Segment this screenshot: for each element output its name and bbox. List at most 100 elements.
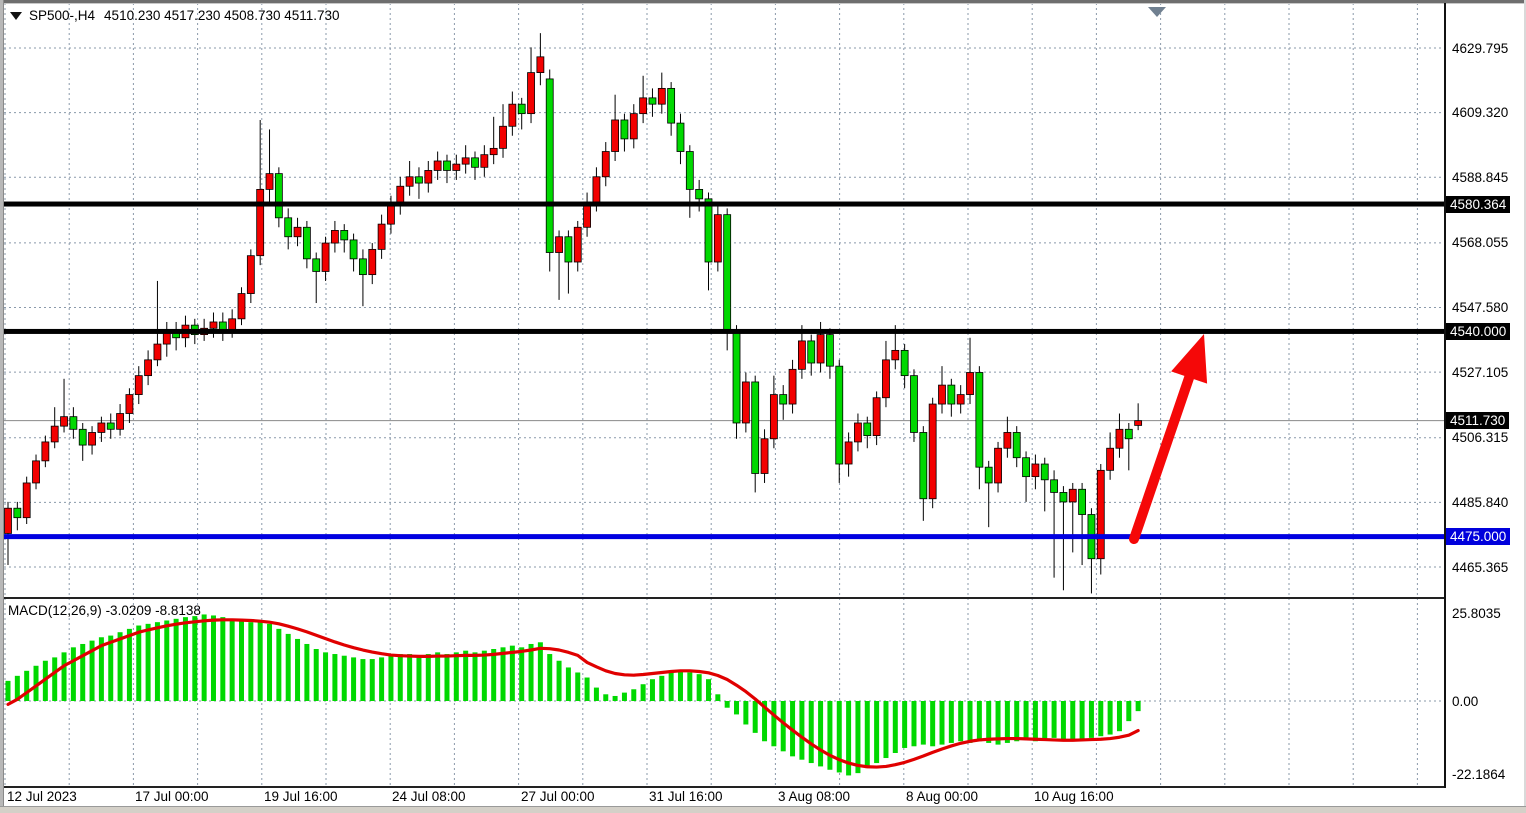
window-top-border bbox=[0, 0, 1526, 4]
candle bbox=[321, 242, 330, 272]
candle bbox=[265, 173, 274, 190]
candle bbox=[928, 403, 937, 500]
candle bbox=[713, 214, 722, 263]
candle bbox=[368, 248, 377, 276]
macd-histogram-bar bbox=[565, 667, 571, 701]
chart-shift-marker-icon[interactable] bbox=[1148, 7, 1166, 17]
candle bbox=[13, 507, 22, 519]
candle bbox=[274, 173, 283, 219]
candle bbox=[695, 188, 704, 200]
macd-histogram-bar bbox=[33, 665, 39, 701]
candle bbox=[284, 217, 293, 238]
macd-histogram-bar bbox=[519, 647, 525, 701]
macd-histogram-bar bbox=[846, 701, 852, 776]
candle bbox=[956, 394, 965, 405]
candle bbox=[1059, 492, 1068, 503]
macd-histogram-bar bbox=[24, 670, 30, 701]
candle bbox=[741, 381, 750, 424]
candle bbox=[415, 176, 423, 184]
candle bbox=[536, 56, 545, 74]
macd-histogram-bar bbox=[323, 652, 329, 701]
candle bbox=[134, 375, 143, 395]
price-tick-label: 4609.320 bbox=[1452, 105, 1509, 121]
candle bbox=[648, 97, 657, 105]
candle bbox=[798, 340, 806, 370]
price-tick-label: 4485.840 bbox=[1452, 494, 1509, 510]
candle bbox=[863, 422, 872, 437]
macd-histogram-bar bbox=[902, 701, 908, 748]
panel-divider bbox=[4, 597, 1445, 599]
candle bbox=[433, 160, 442, 171]
status-strip bbox=[0, 806, 1526, 813]
candle bbox=[377, 223, 386, 250]
time-tick-label: 24 Jul 08:00 bbox=[392, 789, 466, 804]
candle bbox=[910, 375, 918, 433]
price-tick-label: 4527.105 bbox=[1452, 364, 1509, 380]
candle bbox=[387, 204, 395, 225]
macd-values: -3.0209 -8.8138 bbox=[105, 603, 201, 618]
candle bbox=[779, 394, 788, 405]
time-tick-label: 17 Jul 00:00 bbox=[135, 789, 209, 804]
macd-histogram-bar bbox=[1004, 701, 1010, 743]
candle bbox=[1134, 420, 1143, 426]
candle bbox=[359, 258, 367, 276]
price-level-tag: 4580.364 bbox=[1446, 195, 1511, 213]
candle bbox=[471, 157, 479, 168]
macd-histogram-bar bbox=[621, 692, 627, 701]
macd-indicator-label: MACD(12,26,9) -3.0209 -8.8138 bbox=[8, 603, 201, 618]
candle bbox=[499, 125, 507, 149]
candle bbox=[1040, 463, 1049, 481]
macd-histogram-bar bbox=[173, 618, 179, 701]
candle bbox=[1106, 447, 1115, 471]
candle bbox=[919, 432, 928, 500]
macd-histogram-bar bbox=[547, 654, 553, 701]
macd-histogram-bar bbox=[1116, 701, 1122, 732]
trend-arrow-head[interactable] bbox=[1171, 334, 1208, 384]
macd-histogram-bar bbox=[416, 655, 422, 701]
candle bbox=[769, 394, 778, 440]
candle bbox=[1115, 428, 1124, 449]
axis-background bbox=[1446, 3, 1526, 813]
macd-histogram-bar bbox=[509, 645, 515, 701]
candle bbox=[1012, 432, 1021, 459]
macd-histogram-bar bbox=[1023, 701, 1029, 740]
macd-histogram-bar bbox=[369, 659, 375, 701]
candle bbox=[984, 466, 993, 484]
candle bbox=[452, 163, 461, 171]
resistance-line[interactable] bbox=[4, 201, 1444, 207]
candle bbox=[489, 147, 498, 156]
candle bbox=[22, 482, 31, 519]
trend-arrow-shaft[interactable] bbox=[1129, 366, 1197, 544]
candle bbox=[517, 103, 526, 115]
candle bbox=[639, 97, 648, 115]
candle bbox=[816, 334, 825, 364]
macd-histogram-bar bbox=[295, 638, 301, 701]
support-line[interactable] bbox=[4, 534, 1444, 540]
price-tick-label: 4588.845 bbox=[1452, 169, 1509, 185]
time-tick-label: 3 Aug 08:00 bbox=[778, 789, 851, 804]
candle bbox=[620, 119, 629, 140]
price-tick-label: 4506.315 bbox=[1452, 430, 1509, 446]
macd-histogram-bar bbox=[874, 701, 880, 764]
candle bbox=[443, 160, 451, 171]
candle bbox=[723, 214, 732, 332]
macd-histogram-bar bbox=[836, 701, 842, 773]
macd-histogram-bar bbox=[1042, 701, 1048, 740]
macd-histogram-bar bbox=[164, 620, 170, 701]
macd-histogram-bar bbox=[1135, 701, 1141, 712]
candle bbox=[807, 340, 816, 364]
macd-histogram-bar bbox=[780, 701, 786, 752]
candle bbox=[891, 349, 900, 361]
macd-histogram-bar bbox=[939, 701, 945, 745]
macd-histogram-bar bbox=[734, 701, 740, 715]
candle bbox=[32, 460, 40, 484]
candle bbox=[657, 87, 666, 105]
candle bbox=[153, 343, 162, 361]
resistance-line[interactable] bbox=[4, 328, 1444, 334]
macd-histogram-bar bbox=[397, 654, 403, 701]
macd-histogram-bar bbox=[855, 701, 861, 774]
macd-name: MACD(12,26,9) bbox=[8, 603, 102, 618]
macd-histogram-bar bbox=[1088, 701, 1094, 738]
